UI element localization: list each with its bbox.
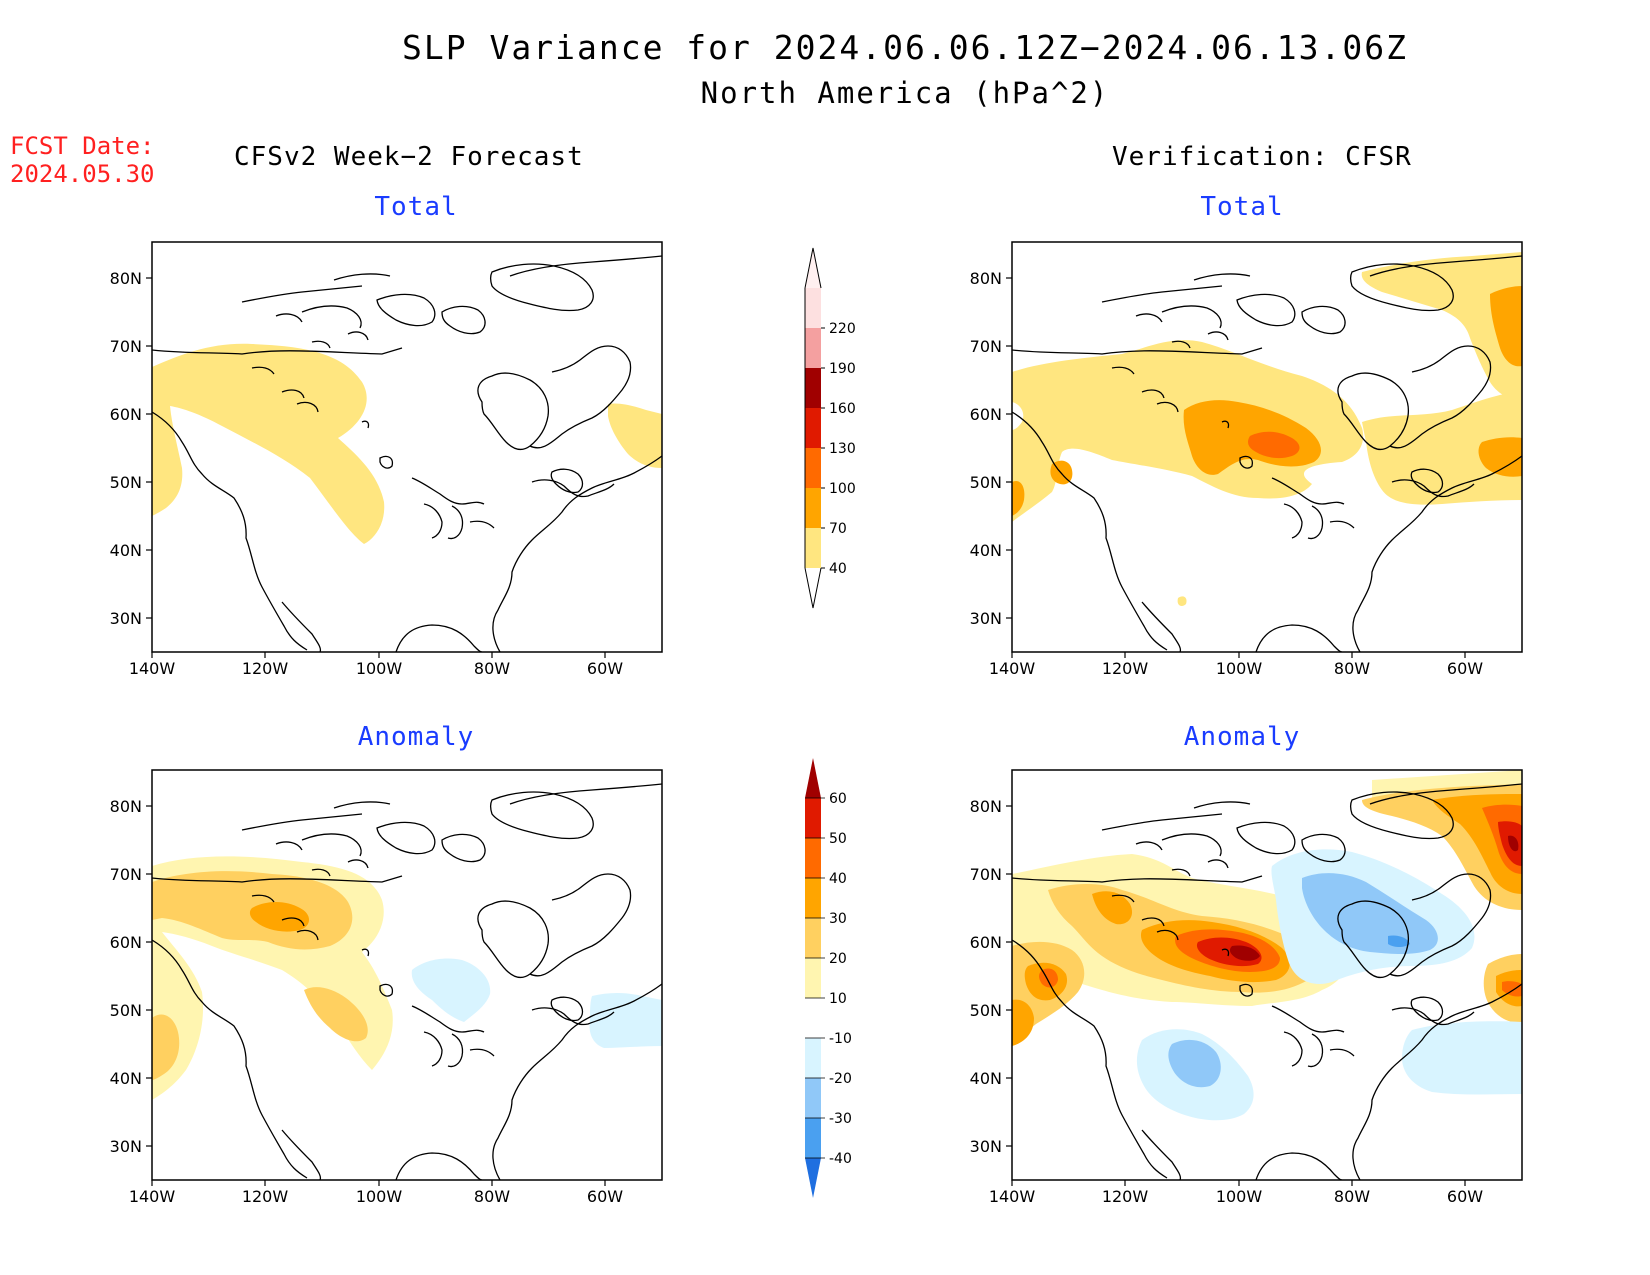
lon-tick-label: 100W xyxy=(1216,659,1263,678)
colorbar-swatch xyxy=(805,998,821,1038)
colorbar-label: 160 xyxy=(829,401,856,417)
lon-tick-label: 80W xyxy=(1334,1187,1370,1206)
colorbar-label: 130 xyxy=(829,441,856,457)
colorbar-label: 40 xyxy=(829,561,847,577)
colorbar-lower-arrow xyxy=(804,567,822,609)
colorbar-swatch xyxy=(805,798,821,838)
colorbar-swatch xyxy=(805,1078,821,1118)
colorbar-label: -20 xyxy=(829,1071,852,1087)
colorbar-lower-arrow xyxy=(805,1158,821,1198)
lat-tick-label: 80N xyxy=(110,269,142,288)
colorbar-swatch xyxy=(805,408,821,448)
lat-tick-label: 70N xyxy=(970,337,1002,356)
lat-tick-label: 70N xyxy=(110,865,142,884)
colorbar-label: 30 xyxy=(829,911,847,927)
forecast-column-title: CFSv2 Week−2 Forecast xyxy=(234,142,584,172)
verification-column-title: Verification: CFSR xyxy=(1112,142,1412,172)
fcst-date-value: 2024.05.30 xyxy=(10,160,155,188)
lon-tick-label: 80W xyxy=(474,659,510,678)
lon-tick-label: 140W xyxy=(129,1187,176,1206)
lon-tick-label: 80W xyxy=(474,1187,510,1206)
anomaly-colorbar: -40 -30 -20 -10 10 20 30 40 50 60 xyxy=(805,758,852,1198)
colorbar-label: 70 xyxy=(829,521,847,537)
colorbar-label: 40 xyxy=(829,871,847,887)
colorbar-swatch xyxy=(805,528,821,568)
lon-tick-label: 120W xyxy=(1102,1187,1149,1206)
colorbar-label: 220 xyxy=(829,321,856,337)
lon-tick-label: 120W xyxy=(242,1187,289,1206)
colorbar-swatch xyxy=(805,1118,821,1158)
lat-tick-label: 30N xyxy=(110,1137,142,1156)
colorbar-swatch xyxy=(805,448,821,488)
lat-tick-label: 30N xyxy=(110,609,142,628)
lon-tick-label: 120W xyxy=(1102,659,1149,678)
lon-tick-label: 60W xyxy=(1447,659,1483,678)
colorbar-upper-arrow xyxy=(804,247,822,289)
lat-tick-label: 50N xyxy=(110,1001,142,1020)
colorbar-swatch xyxy=(805,1038,821,1078)
map-title: SLP Variance for 2024.06.06.12Z−2024.06.… xyxy=(402,28,1408,67)
lat-tick-label: 40N xyxy=(110,541,142,560)
colorbar-label: -10 xyxy=(829,1031,852,1047)
lat-tick-label: 80N xyxy=(970,269,1002,288)
lat-tick-label: 40N xyxy=(110,1069,142,1088)
lat-tick-label: 30N xyxy=(970,1137,1002,1156)
colorbar-label: 100 xyxy=(829,481,856,497)
total-colorbar: 40 70 100 130 160 190 220 xyxy=(804,247,856,609)
colorbar-swatch xyxy=(805,838,821,878)
colorbar-upper-arrow xyxy=(805,758,821,798)
colorbar-swatch xyxy=(805,328,821,368)
lat-tick-label: 60N xyxy=(970,933,1002,952)
forecast-anomaly-title: Anomaly xyxy=(357,722,475,752)
forecast-total-map xyxy=(151,241,663,653)
colorbar-swatch xyxy=(805,368,821,408)
axes-layer: 80N 70N 60N 50N 40N 30N 140W 120W 100W 80W 60W 80N 7… xyxy=(110,269,1484,1206)
lon-tick-label: 140W xyxy=(989,659,1036,678)
lat-tick-label: 70N xyxy=(110,337,142,356)
lat-tick-label: 40N xyxy=(970,541,1002,560)
colorbar-label: 60 xyxy=(829,791,847,807)
lat-tick-label: 40N xyxy=(970,1069,1002,1088)
verification-anomaly-title: Anomaly xyxy=(1183,722,1301,752)
lat-tick-label: 80N xyxy=(970,797,1002,816)
colorbar-label: -30 xyxy=(829,1111,852,1127)
colorbar-label: 10 xyxy=(829,991,847,1007)
colorbar-swatch xyxy=(805,878,821,918)
colorbar-swatch xyxy=(805,958,821,998)
lon-tick-label: 80W xyxy=(1334,659,1370,678)
lat-tick-label: 50N xyxy=(110,473,142,492)
verification-total-title: Total xyxy=(1200,192,1284,222)
lon-tick-label: 100W xyxy=(356,1187,403,1206)
fcst-date-label: FCST Date: xyxy=(10,132,155,160)
colorbar-label: 50 xyxy=(829,831,847,847)
lon-tick-label: 60W xyxy=(587,1187,623,1206)
colorbar-swatch xyxy=(805,488,821,528)
lat-tick-label: 50N xyxy=(970,1001,1002,1020)
verification-anomaly-map xyxy=(1011,769,1523,1181)
lat-tick-label: 60N xyxy=(970,405,1002,424)
lon-tick-label: 100W xyxy=(356,659,403,678)
colorbar-swatch xyxy=(805,918,821,958)
lat-tick-label: 30N xyxy=(970,609,1002,628)
forecast-anomaly-map xyxy=(151,769,663,1181)
colorbar-swatch xyxy=(805,288,821,328)
lat-tick-label: 80N xyxy=(110,797,142,816)
lat-tick-label: 60N xyxy=(110,405,142,424)
lat-tick-label: 60N xyxy=(110,933,142,952)
lon-tick-label: 60W xyxy=(1447,1187,1483,1206)
colorbar-label: -40 xyxy=(829,1151,852,1167)
lon-tick-label: 120W xyxy=(242,659,289,678)
lat-tick-label: 50N xyxy=(970,473,1002,492)
verification-total-map xyxy=(1011,241,1523,653)
colorbar-label: 20 xyxy=(829,951,847,967)
colorbar-label: 190 xyxy=(829,361,856,377)
forecast-total-title: Total xyxy=(374,192,458,222)
lon-tick-label: 100W xyxy=(1216,1187,1263,1206)
lon-tick-label: 60W xyxy=(587,659,623,678)
map-subtitle: North America (hPa^2) xyxy=(700,76,1110,110)
lon-tick-label: 140W xyxy=(129,659,176,678)
lon-tick-label: 140W xyxy=(989,1187,1036,1206)
lat-tick-label: 70N xyxy=(970,865,1002,884)
